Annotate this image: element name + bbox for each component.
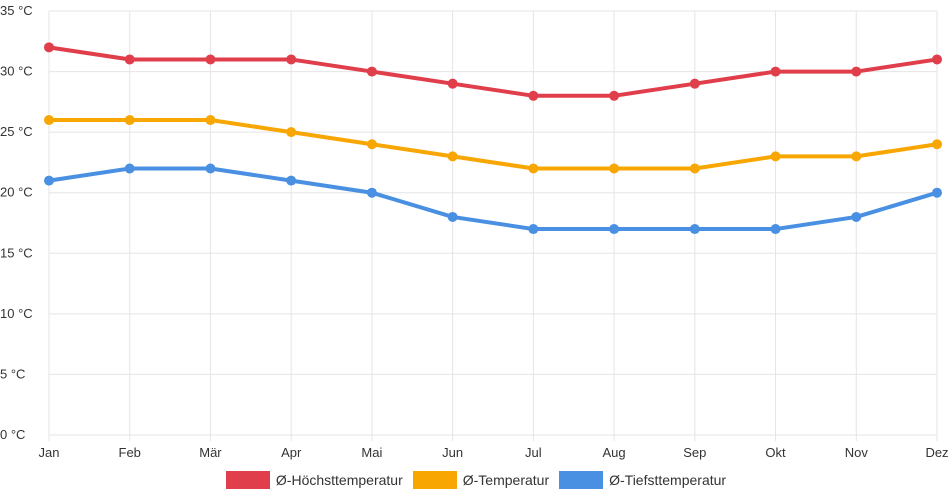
x-tick-label: Sep	[683, 445, 706, 460]
data-point[interactable]	[689, 78, 700, 89]
data-point[interactable]	[286, 127, 297, 138]
data-point[interactable]	[44, 175, 54, 186]
data-point[interactable]	[770, 224, 781, 235]
legend-item-avg[interactable]: Ø-Temperatur	[412, 471, 550, 489]
y-tick-label: 20 °C	[0, 185, 33, 200]
x-tick-label: Apr	[281, 445, 302, 460]
x-tick-label: Mär	[199, 445, 222, 460]
data-point[interactable]	[44, 42, 54, 53]
legend-swatch-min	[559, 471, 604, 489]
data-point[interactable]	[528, 163, 539, 174]
data-point[interactable]	[689, 224, 700, 235]
chart-legend: Ø-Höchsttemperatur Ø-Temperatur Ø-Tiefst…	[0, 471, 952, 489]
y-tick-label: 25 °C	[0, 124, 33, 139]
x-tick-label: Jul	[525, 445, 542, 460]
data-point[interactable]	[124, 54, 135, 65]
y-tick-label: 10 °C	[0, 306, 33, 321]
data-point[interactable]	[366, 66, 377, 77]
data-point[interactable]	[851, 151, 862, 162]
data-point[interactable]	[447, 78, 458, 89]
data-point[interactable]	[286, 175, 297, 186]
legend-item-min[interactable]: Ø-Tiefsttemperatur	[559, 471, 726, 489]
data-point[interactable]	[447, 151, 458, 162]
data-point[interactable]	[366, 187, 377, 198]
x-tick-label: Okt	[765, 445, 786, 460]
data-point[interactable]	[44, 115, 54, 126]
data-point[interactable]	[932, 54, 942, 65]
chart-canvas: 0 °C 5 °C 10 °C 15 °C 20 °C 25 °C 30 °C 35 °C Ja…	[0, 3, 949, 460]
data-point[interactable]	[528, 224, 539, 235]
data-point[interactable]	[205, 163, 216, 174]
y-tick-label: 0 °C	[0, 427, 25, 442]
data-point[interactable]	[851, 211, 862, 222]
series-line-0	[47, 45, 939, 98]
data-point[interactable]	[609, 163, 620, 174]
data-point[interactable]	[124, 163, 135, 174]
x-tick-label: Jun	[442, 445, 463, 460]
x-tick-label: Jan	[39, 445, 60, 460]
data-point[interactable]	[770, 66, 781, 77]
data-point[interactable]	[689, 163, 700, 174]
data-point[interactable]	[447, 211, 458, 222]
x-tick-label: Feb	[119, 445, 141, 460]
data-point[interactable]	[932, 187, 942, 198]
data-point[interactable]	[609, 224, 620, 235]
data-point[interactable]	[851, 66, 862, 77]
y-tick-label: 30 °C	[0, 64, 33, 79]
data-point[interactable]	[124, 115, 135, 126]
data-point[interactable]	[770, 151, 781, 162]
series-line-2	[47, 166, 939, 232]
x-tick-label: Nov	[845, 445, 869, 460]
data-point[interactable]	[528, 90, 539, 101]
data-point[interactable]	[286, 54, 297, 65]
legend-item-max[interactable]: Ø-Höchsttemperatur	[225, 471, 403, 489]
legend-label-max: Ø-Höchsttemperatur	[275, 472, 403, 488]
x-tick-label: Dez	[925, 445, 948, 460]
series-layer	[44, 42, 942, 235]
data-point[interactable]	[932, 139, 942, 150]
legend-label-avg: Ø-Temperatur	[462, 472, 550, 488]
y-tick-label: 35 °C	[0, 3, 33, 18]
data-point[interactable]	[609, 90, 620, 101]
y-tick-label: 15 °C	[0, 245, 33, 260]
legend-label-min: Ø-Tiefsttemperatur	[609, 472, 727, 488]
data-point[interactable]	[205, 115, 216, 126]
axis-layer: 0 °C 5 °C 10 °C 15 °C 20 °C 25 °C 30 °C 35 °C Ja…	[0, 3, 949, 460]
y-tick-label: 5 °C	[0, 366, 25, 381]
series-line-1	[47, 118, 939, 171]
data-point[interactable]	[366, 139, 377, 150]
x-tick-label: Aug	[603, 445, 626, 460]
legend-swatch-avg	[412, 471, 457, 489]
legend-swatch-max	[225, 471, 270, 489]
x-tick-label: Mai	[361, 445, 382, 460]
data-point[interactable]	[205, 54, 216, 65]
